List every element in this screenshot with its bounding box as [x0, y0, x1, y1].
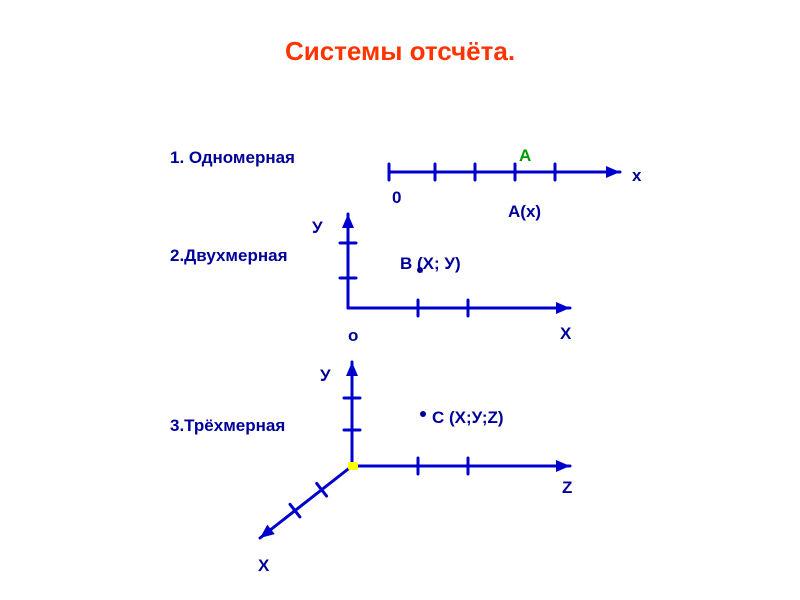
diag3-origin-marker: [348, 462, 358, 470]
axes-svg: [0, 0, 800, 600]
diagram-stage: Системы отсчёта. 1. Одномерная 2.Двухмер…: [0, 0, 800, 600]
